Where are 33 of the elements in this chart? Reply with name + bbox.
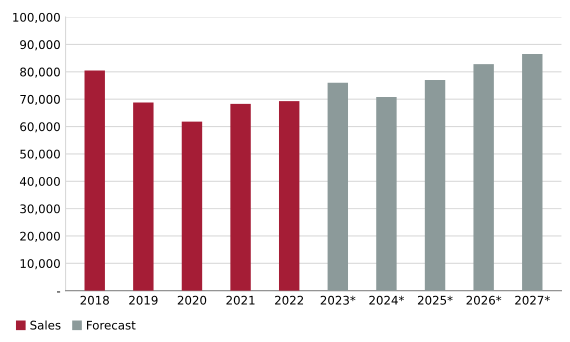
bar xyxy=(522,54,542,291)
x-tick-label: 2026* xyxy=(466,296,502,305)
x-tick-label: 2021 xyxy=(226,296,255,305)
bar xyxy=(473,64,494,291)
x-tick-label: 2025* xyxy=(418,296,453,305)
y-tick-label: 40,000 xyxy=(20,176,60,188)
bar xyxy=(376,96,397,291)
legend-label: Forecast xyxy=(87,320,136,330)
y-tick-label: 100,000 xyxy=(13,12,60,23)
x-tick-label: 2023* xyxy=(320,296,356,305)
y-tick-label: - xyxy=(57,291,60,292)
y-tick-label: 10,000 xyxy=(20,259,60,270)
y-tick-label: 60,000 xyxy=(20,122,60,132)
legend-label: Sales xyxy=(30,320,60,330)
x-tick-label: 2019 xyxy=(129,296,158,305)
x-tick-label: 2020 xyxy=(178,296,206,305)
bar xyxy=(133,102,154,291)
bar xyxy=(182,122,202,291)
y-tick-label: 80,000 xyxy=(20,68,60,78)
bar xyxy=(328,82,348,291)
x-tick-label: 2022 xyxy=(275,296,304,305)
bar xyxy=(230,104,251,291)
bar xyxy=(84,70,105,291)
y-tick-label: 90,000 xyxy=(20,40,60,50)
y-tick-label: 30,000 xyxy=(20,204,60,214)
bar xyxy=(424,80,446,291)
x-tick-label: 2018 xyxy=(80,296,109,305)
x-tick-label: 2024* xyxy=(369,296,404,305)
bar xyxy=(278,101,300,291)
y-tick-label: 20,000 xyxy=(20,232,60,242)
y-tick-label: 70,000 xyxy=(20,94,60,106)
y-tick-label: 50,000 xyxy=(20,150,60,160)
x-tick-label: 2027* xyxy=(515,296,550,305)
